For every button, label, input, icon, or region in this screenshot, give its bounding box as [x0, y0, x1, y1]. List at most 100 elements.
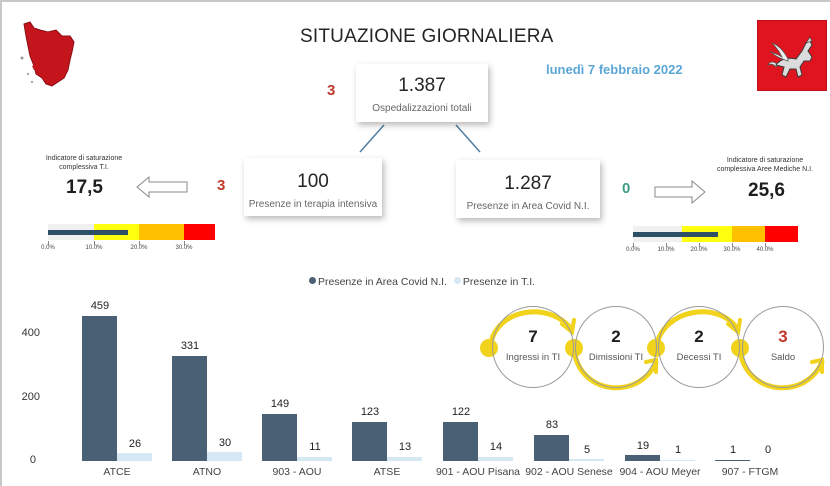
- y-tick-label: 400: [21, 327, 40, 339]
- bar-value-label: 30: [218, 437, 232, 449]
- y-tick-label: 0: [29, 454, 36, 466]
- bar-value-label: 14: [489, 441, 503, 453]
- gauge-tick-label: 40.0%: [756, 247, 774, 253]
- x-category-label: 904 - AOU Meyer: [619, 466, 701, 478]
- gauge-tick: [48, 241, 49, 245]
- gauge-tick: [139, 241, 140, 245]
- x-category-label: ATCE: [103, 466, 131, 478]
- bar-value-label: 19: [636, 440, 650, 452]
- bar-ti-atno[interactable]: [207, 452, 242, 461]
- covid-area-card: 1.287 Presenze in Area Covid N.I.: [456, 160, 600, 218]
- gauge-band-critical: [765, 226, 798, 242]
- flow-label: Saldo: [770, 352, 796, 363]
- bar-value-label: 459: [90, 300, 110, 312]
- bar-value-label: 5: [583, 444, 591, 456]
- bar-covid-area-903[interactable]: [262, 414, 297, 461]
- x-category-label: 901 - AOU Pisana: [435, 466, 521, 478]
- bar-value-label: 83: [545, 419, 559, 431]
- gauge-value-bar: [48, 230, 128, 235]
- bar-value-label: 149: [270, 398, 290, 410]
- total-hospitalizations-label: Ospedalizzazioni totali: [372, 103, 472, 114]
- total-hospitalizations-card: 1.387 Ospedalizzazioni totali: [356, 64, 488, 122]
- report-date: lunedì 7 febbraio 2022: [546, 62, 683, 77]
- bar-covid-area-atno[interactable]: [172, 356, 207, 461]
- gauge-tick: [184, 241, 185, 245]
- x-category-label: 903 - AOU: [272, 466, 322, 478]
- gauge-tick-label: 30.0%: [723, 247, 741, 253]
- flow-value: 2: [611, 327, 621, 346]
- covid-area-value: 1.287: [504, 173, 552, 194]
- bar-covid-area-902[interactable]: [534, 435, 569, 461]
- gauge-band-high: [732, 226, 765, 242]
- bar-covid-area-907[interactable]: [715, 460, 750, 461]
- flow-label: Decessi TI: [676, 352, 722, 363]
- bar-ti-902[interactable]: [569, 459, 604, 461]
- bar-ti-904[interactable]: [660, 460, 695, 461]
- tuscany-map-icon: [20, 21, 75, 87]
- bar-ti-901[interactable]: [478, 457, 513, 461]
- bar-covid-area-904[interactable]: [625, 455, 660, 461]
- nonti-saturation-label-line1: Indicatore di saturazione: [726, 157, 804, 164]
- bar-value-label: 1: [674, 444, 682, 456]
- nonti-saturation-label-line2: complessiva Aree Mediche N.I.: [716, 166, 814, 173]
- total-hospitalizations-value: 1.387: [398, 75, 446, 96]
- legend-item-ti[interactable]: Presenze in T.I.: [453, 276, 536, 288]
- flow-step-decessi: [658, 306, 740, 388]
- ti-saturation-value: 17,5: [66, 177, 103, 198]
- intensive-care-label: Presenze in terapia intensiva: [248, 199, 378, 210]
- ti-saturation-label: Indicatore di saturazione complessiva T.…: [34, 154, 134, 172]
- bar-value-label: 0: [764, 444, 772, 456]
- gauge-tick: [94, 241, 95, 245]
- gauge-tick-label: 0.0%: [626, 247, 640, 253]
- x-category-label: 907 - FTGM: [721, 466, 779, 478]
- bar-covid-area-atce[interactable]: [82, 316, 117, 461]
- gauge-tick-label: 30.0%: [175, 245, 193, 251]
- flow-step-ingressi: [492, 306, 574, 388]
- flow-value: 2: [694, 327, 704, 346]
- legend-dot-light-icon: [453, 277, 461, 284]
- ti-delta: 3: [217, 177, 226, 194]
- bar-value-label: 13: [398, 441, 412, 453]
- nonti-saturation-label: Indicatore di saturazione complessiva Ar…: [710, 156, 820, 174]
- bar-value-label: 122: [451, 406, 471, 418]
- total-delta: 3: [327, 82, 336, 99]
- bar-ti-atse[interactable]: [387, 457, 422, 461]
- bar-value-label: 123: [360, 406, 380, 418]
- pegasus-icon: [767, 36, 813, 78]
- bar-covid-area-atse[interactable]: [352, 422, 387, 461]
- x-category-label: ATNO: [192, 466, 222, 478]
- bar-covid-area-901[interactable]: [443, 422, 478, 461]
- gauge-band-high: [139, 224, 184, 240]
- legend-label: Presenze in T.I.: [462, 276, 536, 288]
- legend-item-covid-area[interactable]: Presenze in Area Covid N.I.: [309, 276, 450, 288]
- bar-ti-903[interactable]: [297, 457, 332, 461]
- bar-value-label: 1: [729, 444, 737, 456]
- gauge-tick-label: 0.0%: [41, 245, 55, 251]
- gauge-tick: [765, 243, 766, 247]
- arrow-right-icon: [654, 180, 706, 204]
- flow-step-dimissioni: [575, 306, 657, 388]
- gauge-tick: [699, 243, 700, 247]
- gauge-tick-label: 20.0%: [130, 245, 148, 251]
- gauge-tick-label: 10.0%: [85, 245, 103, 251]
- nonti-saturation-gauge: 0.0% 10.0% 20.0% 30.0% 40.0%: [626, 226, 798, 253]
- gauge-value-bar: [633, 232, 718, 237]
- x-category-label: 902 - AOU Senese: [525, 466, 613, 478]
- ti-saturation-label-line2: complessiva T.I.: [59, 164, 109, 171]
- regione-toscana-pegasus-logo: [757, 20, 827, 91]
- chart-legend: Presenze in Area Covid N.I. Presenze in …: [309, 276, 535, 288]
- legend-label: Presenze in Area Covid N.I.: [318, 276, 447, 288]
- intensive-care-card: 100 Presenze in terapia intensiva: [244, 158, 382, 216]
- legend-dot-dark-icon: [309, 277, 316, 284]
- ti-saturation-label-line1: Indicatore di saturazione: [45, 155, 123, 162]
- x-category-label: ATSE: [373, 466, 401, 478]
- covid-area-label: Presenze in Area Covid N.I.: [466, 201, 590, 212]
- flow-label: Dimissioni TI: [588, 352, 644, 363]
- flow-step-saldo: [742, 306, 824, 388]
- nonti-saturation-value: 25,6: [748, 180, 785, 201]
- gauge-band-critical: [184, 224, 215, 240]
- bar-ti-atce[interactable]: [117, 453, 152, 461]
- gauge-tick-label: 10.0%: [657, 247, 675, 253]
